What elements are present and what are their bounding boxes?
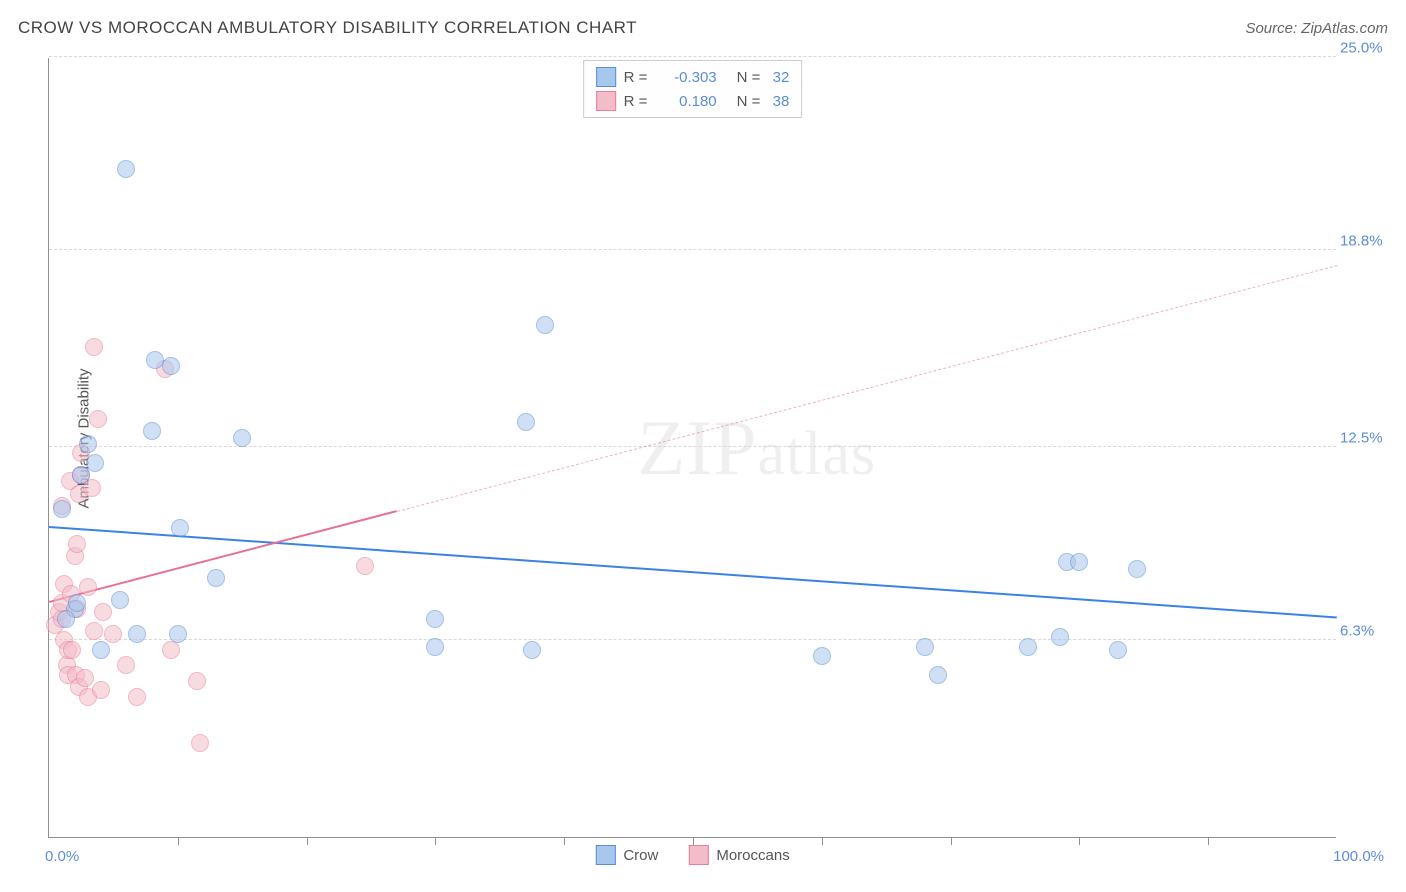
x-tick [951, 837, 952, 845]
x-tick [435, 837, 436, 845]
data-point [72, 466, 90, 484]
data-point [1070, 553, 1088, 571]
data-point [57, 610, 75, 628]
data-point [89, 410, 107, 428]
legend-row-crow: R = -0.303 N = 32 [596, 65, 790, 89]
x-tick [693, 837, 694, 845]
x-tick [822, 837, 823, 845]
data-point [117, 656, 135, 674]
x-tick [178, 837, 179, 845]
gridline [49, 249, 1336, 250]
data-point [104, 625, 122, 643]
legend-item-crow: Crow [595, 845, 658, 865]
data-point [92, 681, 110, 699]
data-point [162, 357, 180, 375]
y-tick-label: 25.0% [1340, 40, 1396, 57]
source-text: Source: ZipAtlas.com [1245, 20, 1388, 37]
data-point [117, 160, 135, 178]
gridline [49, 639, 1336, 640]
data-point [128, 688, 146, 706]
data-point [85, 338, 103, 356]
data-point [813, 647, 831, 665]
data-point [356, 557, 374, 575]
data-point [162, 641, 180, 659]
data-point [63, 641, 81, 659]
swatch-icon [595, 845, 615, 865]
data-point [191, 734, 209, 752]
data-point [86, 454, 104, 472]
chart-title: CROW VS MOROCCAN AMBULATORY DISABILITY C… [18, 18, 637, 38]
data-point [426, 610, 444, 628]
data-point [207, 569, 225, 587]
data-point [916, 638, 934, 656]
x-tick [1208, 837, 1209, 845]
x-tick [307, 837, 308, 845]
data-point [1128, 560, 1146, 578]
data-point [1051, 628, 1069, 646]
x-tick [564, 837, 565, 845]
data-point [523, 641, 541, 659]
scatter-chart: ZIPatlas 0.0% 100.0% R = -0.303 N = 32 R… [48, 58, 1336, 838]
data-point [426, 638, 444, 656]
data-point [517, 413, 535, 431]
gridline [49, 56, 1336, 57]
data-point [79, 578, 97, 596]
data-point [536, 316, 554, 334]
y-tick-label: 12.5% [1340, 430, 1396, 447]
x-min-label: 0.0% [45, 848, 79, 865]
swatch-icon [596, 91, 616, 111]
data-point [188, 672, 206, 690]
data-point [68, 594, 86, 612]
legend-row-moroccans: R = 0.180 N = 38 [596, 89, 790, 113]
data-point [146, 351, 164, 369]
trendline-moroccans [49, 510, 397, 603]
data-point [233, 429, 251, 447]
data-point [76, 669, 94, 687]
y-tick-label: 18.8% [1340, 233, 1396, 250]
trendline-moroccans-dashed [397, 265, 1337, 512]
data-point [94, 603, 112, 621]
data-point [1019, 638, 1037, 656]
correlation-legend: R = -0.303 N = 32 R = 0.180 N = 38 [583, 60, 803, 118]
data-point [53, 500, 71, 518]
data-point [111, 591, 129, 609]
data-point [79, 435, 97, 453]
data-point [1109, 641, 1127, 659]
data-point [92, 641, 110, 659]
data-point [128, 625, 146, 643]
data-point [169, 625, 187, 643]
legend-item-moroccans: Moroccans [688, 845, 789, 865]
data-point [171, 519, 189, 537]
swatch-icon [688, 845, 708, 865]
x-tick [1079, 837, 1080, 845]
data-point [143, 422, 161, 440]
x-max-label: 100.0% [1333, 848, 1384, 865]
data-point [85, 622, 103, 640]
series-legend: Crow Moroccans [595, 845, 789, 865]
data-point [929, 666, 947, 684]
swatch-icon [596, 67, 616, 87]
y-tick-label: 6.3% [1340, 623, 1396, 640]
data-point [68, 535, 86, 553]
